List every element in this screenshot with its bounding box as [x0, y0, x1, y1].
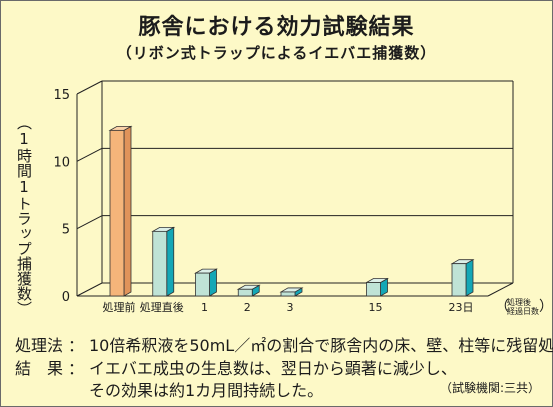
result-text-line2: その効果は約1カ月間持続した。 — [89, 381, 324, 400]
chart-subtitle: （リボン式トラップによるイエバエ捕獲数） — [116, 44, 437, 62]
x-axis-label: 経過日数 — [507, 306, 539, 316]
bar — [195, 272, 210, 297]
x-tick-label: 2 — [244, 301, 251, 314]
x-tick-label: 23日 — [449, 301, 474, 314]
bar-side — [123, 125, 132, 297]
bar — [237, 288, 253, 297]
bar — [109, 129, 125, 297]
bar — [451, 263, 467, 297]
x-tick-label: 15 — [369, 301, 383, 314]
y-tick-label: 5 — [62, 223, 70, 238]
bar — [366, 282, 381, 297]
result-text-line1: イエバエ成虫の生息数は、翌日から顕著に減少し、 — [89, 359, 457, 378]
wall-diagonal — [76, 147, 103, 162]
wall-diagonal — [76, 282, 103, 297]
bar — [152, 230, 168, 297]
y-tick-label: 15 — [53, 88, 70, 103]
wall-diagonal — [76, 215, 103, 230]
bar-side — [209, 268, 217, 297]
floor-right-edge — [487, 282, 514, 297]
result-label: 結 果 — [15, 359, 64, 378]
y-tick-label: 0 — [62, 290, 70, 305]
x-axis-label: 処理後 — [507, 297, 531, 307]
x-axis-label-bracket-open: （ — [495, 299, 509, 315]
treatment-text: 10倍希釈液を50mL／㎡の割合で豚舎内の床、壁、柱等に残留処理 — [89, 336, 553, 355]
result-colon: ： — [68, 359, 85, 378]
treatment-label: 処理法 — [15, 336, 64, 355]
y-axis-label: （1時間1トラップ捕獲数） — [15, 115, 33, 316]
x-tick-label: 3 — [287, 301, 294, 314]
bar-side — [465, 258, 474, 297]
bar-side — [166, 226, 175, 297]
x-tick-label: 1 — [201, 301, 208, 314]
x-axis-label-bracket-close: ） — [539, 299, 552, 315]
testing-agency: （試験機関:三共） — [439, 381, 540, 395]
x-tick-label: 処理直後 — [140, 300, 184, 314]
y-tick-label: 10 — [53, 155, 70, 170]
treatment-colon: ： — [68, 336, 85, 355]
x-tick-label: 処理前 — [103, 300, 136, 314]
bar — [280, 291, 296, 297]
chart-title: 豚舎における効力試験結果 — [138, 15, 415, 40]
wall-diagonal — [76, 80, 103, 95]
